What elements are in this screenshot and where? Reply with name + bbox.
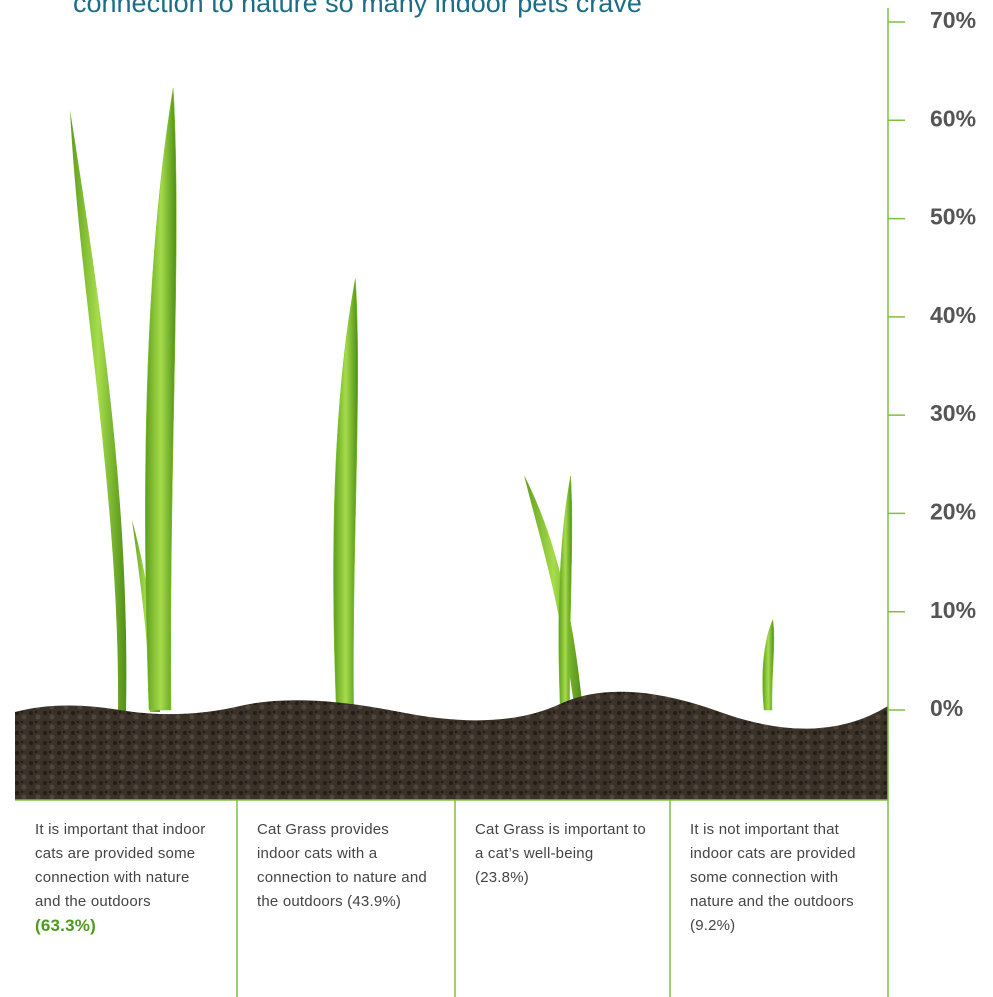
y-tick-label: 20% [930,499,976,525]
y-tick-label: 40% [930,302,976,328]
category-label: Cat Grass provides indoor cats with a co… [257,818,433,914]
value-label: (63.3%) [35,916,96,935]
grass-decoration [70,110,127,712]
grass-blade [558,476,573,711]
y-tick-label: 70% [930,7,976,33]
category-text: It is not important that indoor cats are… [690,821,856,910]
y-tick-label: 10% [930,597,976,623]
category-label: Cat Grass is important to a cat’s well-b… [475,818,651,890]
soil [15,691,888,800]
value-label: (43.9%) [347,893,402,910]
category-text: It is important that indoor cats are pro… [35,821,206,910]
y-tick-label: 50% [930,204,976,230]
chart-title: connection to nature so many indoor pets… [73,0,642,18]
grass-blade [145,87,177,711]
grass-decoration [524,475,583,712]
category-label: It is not important that indoor cats are… [690,818,866,938]
grass-blade [762,618,775,711]
grass-blade [333,278,358,711]
category-text: Cat Grass provides indoor cats with a co… [257,821,427,910]
value-label: (23.8%) [475,869,529,886]
value-label: (9.2%) [690,917,736,934]
y-tick-label: 30% [930,400,976,426]
category-label: It is important that indoor cats are pro… [35,818,211,939]
y-tick-label: 0% [930,695,963,721]
y-tick-label: 60% [930,105,976,131]
category-text: Cat Grass is important to a cat’s well-b… [475,821,646,862]
